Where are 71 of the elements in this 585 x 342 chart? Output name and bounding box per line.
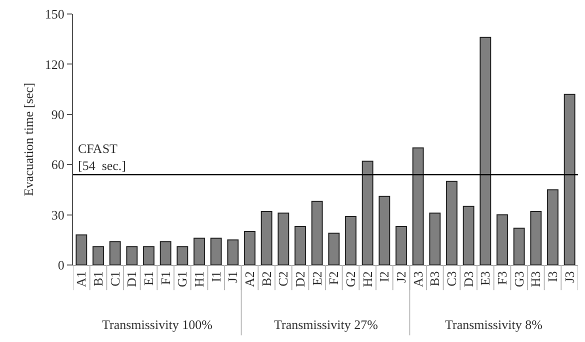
bar [547, 189, 558, 265]
x-tick-label: H1 [191, 271, 206, 288]
x-tick-label: F1 [158, 271, 173, 285]
bar [76, 234, 88, 265]
x-tick-label: J2 [393, 271, 408, 283]
x-tick-label: A2 [242, 271, 257, 288]
y-tick-label: 0 [58, 258, 64, 273]
bar [109, 241, 121, 265]
x-tick-label: J3 [562, 271, 577, 283]
x-tick-label: E3 [478, 271, 493, 286]
text: Transmissivity 8% [445, 317, 543, 332]
x-tick-label: G1 [174, 271, 190, 288]
text: Transmissivity 100% [102, 317, 213, 332]
y-tick-label: 30 [51, 207, 64, 222]
bar [210, 238, 222, 265]
x-tick-label: G2 [342, 271, 358, 288]
x-tick-label: E2 [309, 271, 324, 286]
x-tick-label: F3 [494, 271, 510, 285]
bar [227, 239, 239, 265]
bar [513, 228, 525, 265]
bar [160, 241, 172, 265]
bar [496, 214, 508, 265]
y-tick-label: 90 [51, 106, 64, 122]
y-tick-label: 60 [51, 157, 64, 172]
bar [462, 206, 474, 265]
x-tick-label: A3 [410, 271, 426, 288]
x-tick-label: I1 [208, 271, 224, 282]
bar [260, 210, 272, 265]
x-tick-label: H3 [528, 271, 544, 288]
bar [480, 36, 492, 265]
bar [530, 210, 542, 265]
bar [446, 180, 458, 265]
x-tick-label: C1 [107, 271, 122, 286]
bar [429, 212, 441, 265]
bar [126, 246, 138, 265]
text: Transmissivity 27% [274, 317, 378, 332]
bar [311, 200, 323, 265]
x-tick-label: B1 [90, 271, 106, 286]
bar [143, 246, 154, 265]
bar [328, 232, 340, 265]
bar [564, 94, 576, 265]
y-tick-label: 120 [44, 56, 64, 72]
x-tick-label: J1 [225, 271, 240, 283]
bar [378, 196, 390, 265]
x-tick-label: A1 [74, 271, 89, 288]
bar [278, 212, 290, 265]
x-tick-label: B2 [258, 271, 274, 286]
bar [396, 226, 407, 265]
y-axis-title: Evacuation time [sec] [20, 82, 36, 196]
x-tick-label: I3 [544, 271, 560, 282]
x-tick-label: C2 [276, 271, 291, 286]
bar [294, 226, 306, 265]
bar [244, 231, 256, 265]
x-tick-label: B3 [427, 271, 442, 286]
x-tick-label: E1 [140, 271, 156, 286]
bar [412, 147, 424, 265]
x-tick-label: D3 [460, 271, 476, 288]
x-tick-label: D1 [124, 271, 140, 288]
x-tick-label: F2 [326, 271, 342, 285]
bar [92, 246, 104, 265]
x-tick-label: D2 [292, 271, 308, 288]
x-tick-label: G3 [511, 271, 526, 288]
bar [362, 160, 374, 265]
x-tick-label: H2 [360, 271, 375, 288]
bar [345, 216, 356, 265]
x-tick-label: I2 [376, 271, 392, 282]
ref-line-label: CFAST [54 sec.] [78, 141, 126, 173]
x-tick-label: C3 [444, 271, 459, 286]
y-tick-label: 150 [44, 6, 64, 22]
bar [194, 238, 205, 265]
bar [176, 246, 188, 265]
